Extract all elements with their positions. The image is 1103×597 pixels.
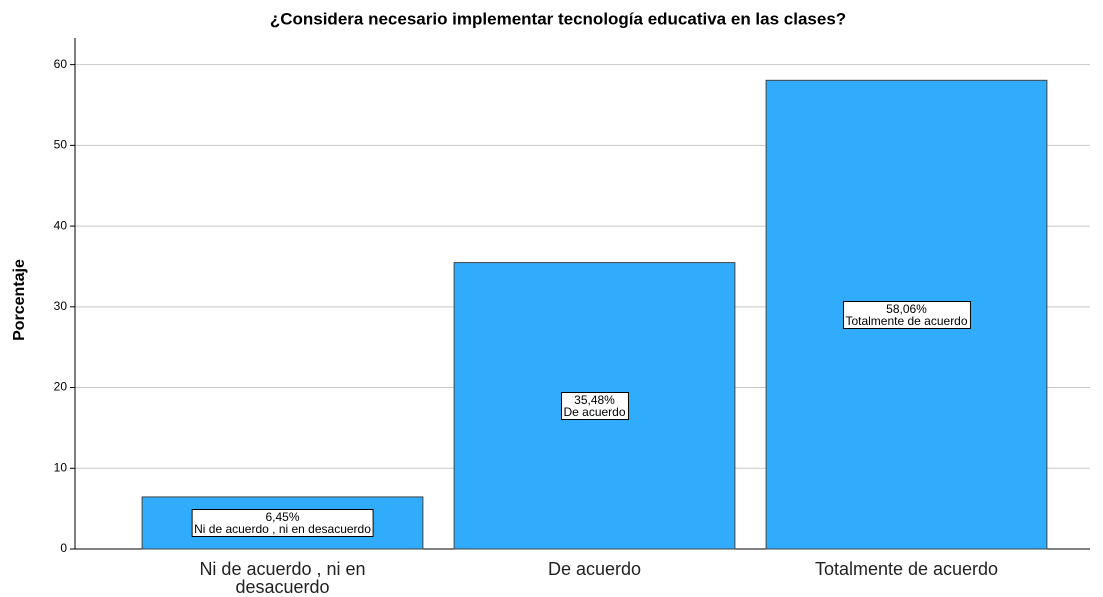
- y-tick-label: 40: [54, 218, 68, 232]
- data-label-value: 6,45%: [265, 509, 300, 524]
- x-tick-label: Ni de acuerdo , ni en desacuerdo: [199, 559, 366, 597]
- data-label-value: 58,06%: [886, 301, 927, 316]
- data-label-value: 35,48%: [574, 392, 615, 407]
- data-label: 35,48% De acuerdo: [560, 391, 629, 420]
- x-tick-label: De acuerdo: [547, 559, 642, 579]
- chart-title: ¿Considera necesario implementar tecnolo…: [270, 9, 846, 28]
- data-label-category: Totalmente de acuerdo: [845, 313, 968, 328]
- data-label: 6,45% Ni de acuerdo , ni en desacuerdo: [191, 508, 374, 537]
- y-tick-label: 20: [54, 380, 68, 394]
- data-label-category: Ni de acuerdo , ni en desacuerdo: [194, 521, 371, 536]
- data-label: 58,06% Totalmente de acuerdo: [842, 300, 971, 329]
- y-tick-label: 10: [54, 460, 68, 474]
- y-tick-label: 60: [54, 57, 68, 71]
- y-tick-label: 0: [60, 541, 67, 555]
- y-tick-label: 50: [54, 138, 68, 152]
- y-axis-label: Porcentaje: [11, 259, 28, 341]
- y-tick-label: 30: [54, 299, 68, 313]
- data-label-category: De acuerdo: [563, 404, 626, 419]
- x-tick-label: Totalmente de acuerdo: [814, 559, 999, 579]
